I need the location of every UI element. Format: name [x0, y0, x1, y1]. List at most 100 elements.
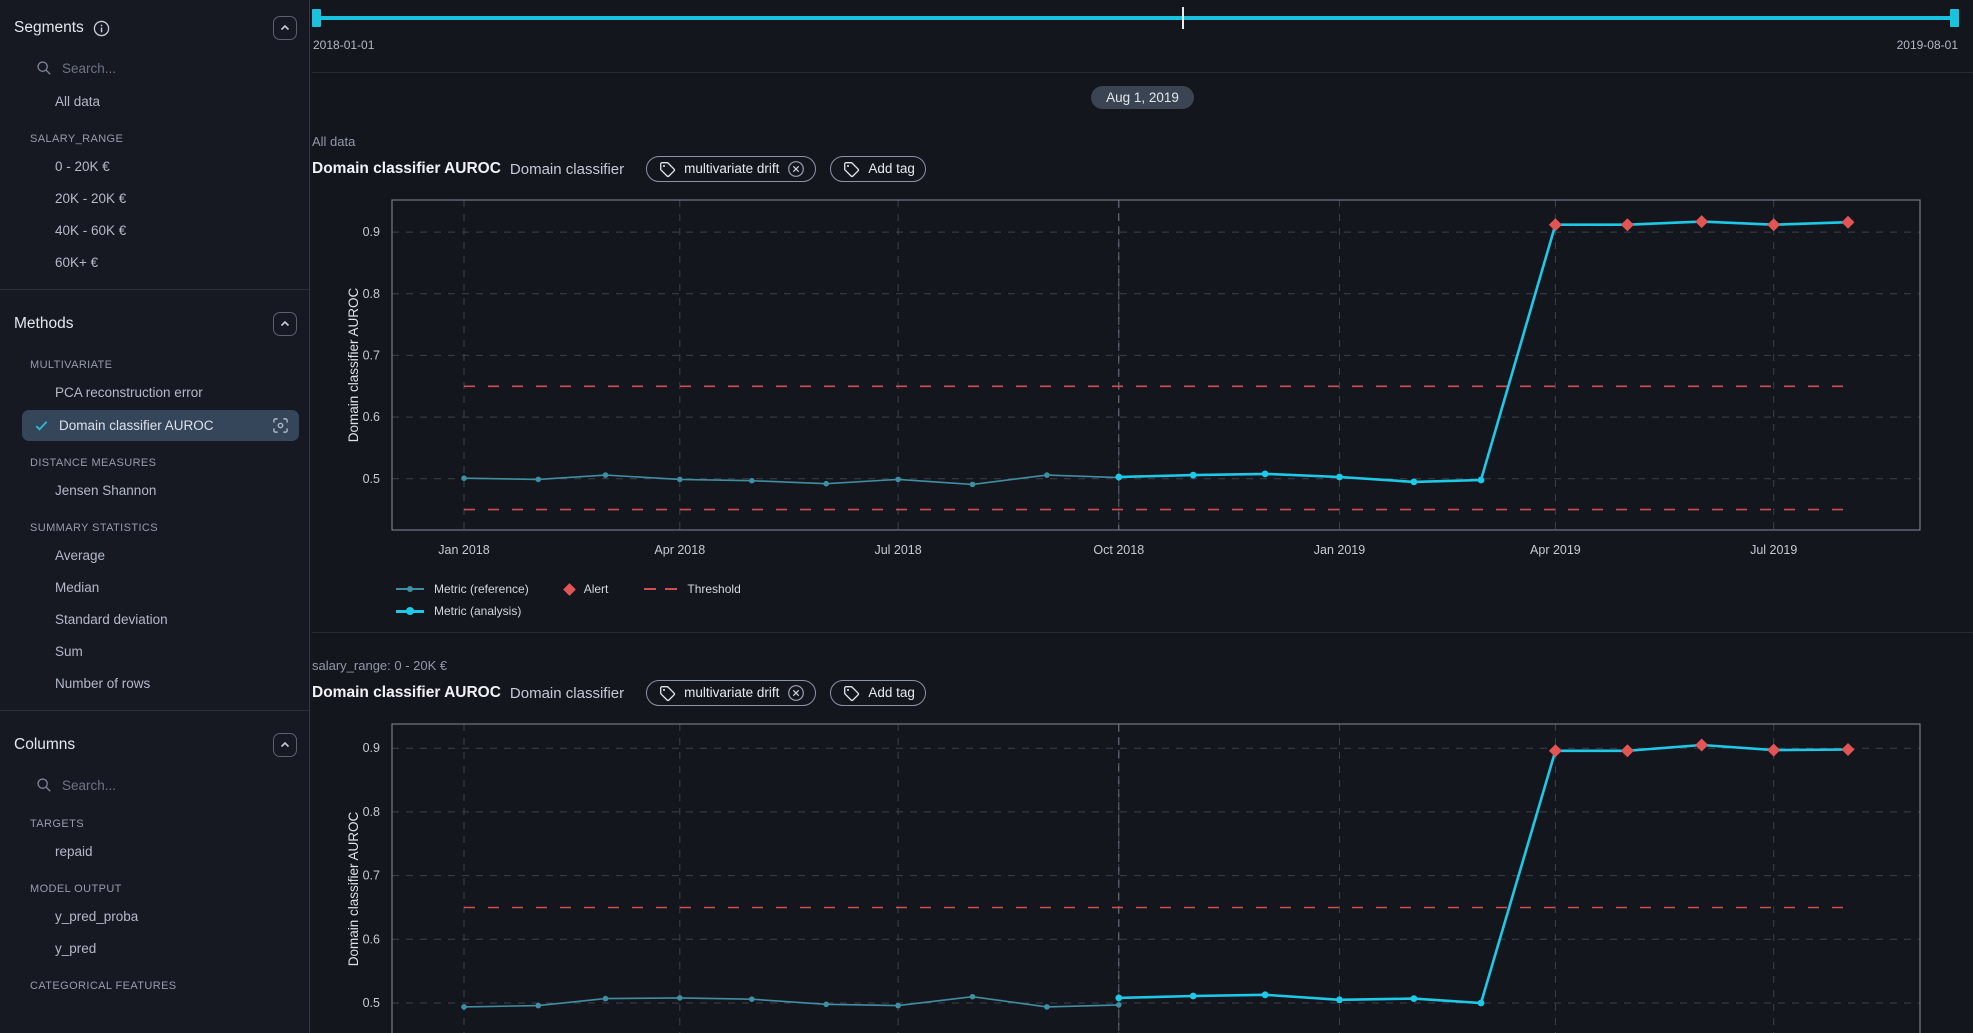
focus-icon [273, 418, 288, 433]
info-circle-icon [93, 20, 110, 36]
focus-chart-button[interactable] [272, 417, 289, 434]
analysis-point[interactable] [1261, 991, 1269, 999]
column-item-repaid[interactable]: repaid [55, 844, 93, 859]
info-icon[interactable] [93, 20, 110, 37]
reference-point[interactable] [535, 1002, 542, 1009]
reference-line[interactable] [463, 995, 1119, 1008]
columns-search-input[interactable] [62, 777, 242, 793]
y-tick-label: 0.8 [363, 287, 380, 301]
analysis-point[interactable] [1261, 470, 1269, 478]
reference-point[interactable] [749, 477, 755, 484]
reference-point[interactable] [461, 475, 467, 482]
legend-item-threshold[interactable]: Threshold [644, 582, 741, 596]
segment-group-salary-range: SALARY_RANGE [30, 133, 124, 145]
reference-point[interactable] [1044, 472, 1050, 478]
search-icon [36, 60, 52, 76]
alert-marker[interactable] [1620, 744, 1634, 758]
reference-point[interactable] [895, 476, 901, 483]
reference-point[interactable] [1116, 1002, 1122, 1008]
analysis-line[interactable] [1118, 220, 1849, 484]
alert-marker[interactable] [1767, 743, 1781, 757]
slider-track[interactable] [312, 7, 1959, 29]
analysis-point[interactable] [1189, 471, 1197, 479]
remove-tag-icon[interactable] [787, 160, 805, 178]
reference-point[interactable] [1044, 1004, 1050, 1010]
method-item-average[interactable]: Average [55, 548, 106, 563]
analysis-point[interactable] [1410, 478, 1418, 486]
timeline-start-label: 2018-01-01 [313, 38, 375, 52]
chart-all-data[interactable]: 0.9 0.8 0.7 0.6 0.5 Jan 2018 Apr 2018 Jul 2018 O… [312, 192, 1961, 566]
reference-point[interactable] [677, 995, 683, 1001]
add-tag-button[interactable]: Add tag [830, 680, 926, 706]
slider-handle-left[interactable] [312, 9, 321, 27]
y-tick-label: 0.8 [363, 805, 380, 819]
segment-item-60k[interactable]: 60K+ € [55, 255, 99, 270]
methods-collapse-button[interactable] [273, 312, 297, 336]
column-item-y-pred-proba[interactable]: y_pred_proba [55, 909, 139, 924]
columns-collapse-button[interactable] [273, 733, 297, 757]
method-item-pca-reconstruction-error[interactable]: PCA reconstruction error [55, 385, 203, 400]
reference-point[interactable] [749, 996, 755, 1002]
segment-item-0-20k[interactable]: 0 - 20K € [55, 159, 110, 174]
reference-point[interactable] [602, 472, 609, 478]
tag-glyph-icon [844, 685, 860, 701]
alert-marker[interactable] [1767, 218, 1781, 232]
method-item-median[interactable]: Median [55, 580, 100, 595]
reference-point[interactable] [823, 480, 829, 487]
reference-point[interactable] [602, 995, 609, 1002]
alert-marker[interactable] [1620, 218, 1634, 232]
add-tag-label: Add tag [868, 685, 915, 700]
card-segment-label: All data [312, 134, 356, 149]
alert-marker[interactable] [1548, 744, 1562, 758]
segments-collapse-button[interactable] [273, 16, 297, 40]
method-group-multivariate: MULTIVARIATE [30, 359, 113, 371]
slider-current-marker[interactable] [1181, 7, 1184, 29]
reference-point[interactable] [969, 993, 976, 1000]
segment-item-20k-20k[interactable]: 20K - 20K € [55, 191, 127, 206]
alert-marker[interactable] [1695, 215, 1709, 229]
add-tag-button[interactable]: Add tag [830, 156, 926, 182]
analysis-point[interactable] [1477, 476, 1485, 484]
analysis-point[interactable] [1336, 473, 1343, 481]
slider-handle-right[interactable] [1950, 9, 1959, 27]
methods-header: Methods [0, 300, 309, 344]
remove-tag-icon[interactable] [787, 684, 805, 702]
close-circle-icon [788, 685, 805, 701]
reference-point[interactable] [823, 1001, 829, 1008]
analysis-point[interactable] [1115, 473, 1123, 481]
reference-point[interactable] [677, 476, 683, 483]
method-item-sum[interactable]: Sum [55, 644, 83, 659]
selected-date-row: Aug 1, 2019 [312, 86, 1973, 109]
alert-marker[interactable] [1841, 215, 1855, 229]
legend-item-alert[interactable]: Alert [562, 582, 608, 596]
analysis-point[interactable] [1410, 995, 1418, 1002]
legend-item-analysis[interactable]: Metric (analysis) [396, 604, 521, 618]
reference-point[interactable] [461, 1004, 467, 1010]
method-item-domain-classifier-auroc[interactable]: Domain classifier AUROC [22, 410, 299, 441]
reference-line-swatch [396, 586, 424, 592]
analysis-point[interactable] [1336, 996, 1343, 1004]
segment-item-all-data[interactable]: All data [55, 94, 101, 109]
alert-marker[interactable] [1548, 218, 1562, 232]
reference-point[interactable] [969, 481, 976, 488]
card-title-row: Domain classifier AUROC Domain classifie… [312, 156, 1973, 182]
analysis-point[interactable] [1115, 994, 1123, 1002]
reference-line[interactable] [463, 474, 1119, 486]
close-circle-icon [788, 161, 805, 177]
segment-item-40k-60k[interactable]: 40K - 60K € [55, 223, 127, 238]
reference-point[interactable] [535, 476, 542, 483]
segments-search-input[interactable] [62, 60, 242, 76]
method-item-jensen-shannon[interactable]: Jensen Shannon [55, 483, 157, 498]
legend-item-reference[interactable]: Metric (reference) [396, 582, 529, 596]
alert-marker[interactable] [1841, 743, 1855, 756]
column-item-y-pred[interactable]: y_pred [55, 941, 97, 956]
reference-point[interactable] [895, 1002, 901, 1009]
method-item-standard-deviation[interactable]: Standard deviation [55, 612, 168, 627]
x-tick-label: Jul 2018 [874, 543, 921, 557]
analysis-point[interactable] [1189, 992, 1197, 1000]
analysis-point[interactable] [1477, 999, 1485, 1007]
analysis-line[interactable] [1118, 743, 1849, 1005]
alert-marker[interactable] [1695, 738, 1709, 752]
method-item-number-of-rows[interactable]: Number of rows [55, 676, 151, 691]
